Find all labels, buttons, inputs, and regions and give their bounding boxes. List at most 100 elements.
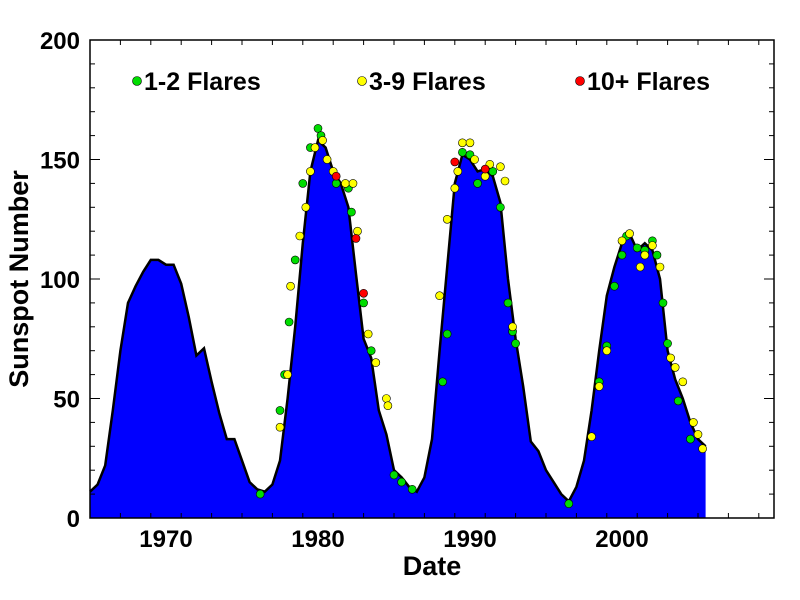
flare-marker-one-two	[397, 477, 406, 487]
flare-marker-ten-plus	[359, 288, 368, 298]
flare-marker-three-nine	[383, 401, 393, 411]
flare-marker-three-nine	[693, 430, 703, 439]
flare-marker-ten-plus	[351, 234, 361, 243]
y-tick-label: 200	[40, 28, 80, 55]
y-tick-label: 0	[67, 506, 80, 533]
flare-marker-three-nine	[295, 231, 305, 241]
flare-marker-one-two	[658, 298, 668, 308]
legend-marker	[132, 76, 142, 86]
flare-marker-three-nine	[602, 346, 612, 356]
flare-marker-one-two	[473, 179, 482, 188]
flare-marker-three-nine	[442, 215, 452, 224]
flare-marker-three-nine	[353, 226, 362, 236]
flare-marker-one-two	[442, 329, 452, 339]
legend-marker	[357, 76, 367, 86]
flare-marker-one-two	[652, 250, 662, 260]
flare-marker-one-two	[275, 406, 285, 415]
flare-marker-three-nine	[587, 432, 596, 442]
flare-marker-three-nine	[648, 241, 657, 250]
flare-marker-three-nine	[301, 203, 311, 212]
x-tick-label: 1980	[291, 526, 344, 553]
flare-marker-one-two	[331, 179, 341, 188]
flare-marker-ten-plus	[480, 164, 490, 174]
y-tick-label: 100	[40, 267, 80, 294]
sunspot-area	[90, 140, 706, 518]
flare-marker-ten-plus	[450, 157, 460, 167]
flare-marker-three-nine	[640, 250, 650, 260]
x-tick-label: 1970	[139, 526, 192, 553]
flare-marker-three-nine	[594, 382, 604, 391]
flare-marker-one-two	[359, 298, 368, 308]
x-tick-label: 1990	[443, 526, 496, 553]
flare-marker-three-nine	[678, 377, 688, 387]
flare-marker-three-nine	[286, 281, 295, 291]
flare-marker-one-two	[284, 317, 294, 327]
flare-marker-one-two	[458, 148, 467, 157]
flare-marker-three-nine	[508, 322, 517, 332]
flare-marker-one-two	[617, 250, 627, 260]
legend: 1-2 Flares 3-9 Flares 10+ Flares	[132, 68, 710, 96]
flare-marker-three-nine	[470, 155, 479, 164]
flare-markers	[255, 124, 707, 509]
flare-marker-three-nine	[371, 358, 381, 367]
legend-marker	[575, 76, 585, 86]
flare-marker-one-two	[298, 179, 308, 188]
flare-marker-three-nine	[465, 138, 475, 148]
flare-marker-three-nine	[341, 179, 350, 188]
x-axis-title: Date	[403, 551, 462, 581]
legend-label: 1-2 Flares	[144, 68, 261, 96]
flare-marker-ten-plus	[331, 171, 341, 181]
flare-marker-three-nine	[275, 422, 285, 432]
flare-marker-one-two	[503, 298, 513, 308]
flare-marker-three-nine	[655, 262, 665, 272]
flare-marker-three-nine	[666, 353, 675, 363]
flare-marker-one-two	[632, 243, 642, 253]
flare-marker-one-two	[290, 255, 300, 265]
flare-marker-three-nine	[435, 291, 444, 301]
tick-labels: 1970 1980 1990 2000 0 50 100 150 200	[40, 28, 649, 553]
flare-marker-one-two	[663, 339, 672, 348]
flare-marker-three-nine	[496, 162, 505, 171]
flare-marker-three-nine	[283, 370, 292, 379]
flare-marker-one-two	[488, 167, 498, 176]
flare-marker-one-two	[673, 396, 683, 406]
flare-marker-one-two	[389, 470, 399, 480]
flare-marker-three-nine	[617, 236, 627, 246]
flare-marker-three-nine	[625, 229, 634, 238]
flare-marker-three-nine	[348, 179, 358, 188]
flare-marker-three-nine	[310, 143, 320, 152]
flare-marker-one-two	[511, 339, 520, 348]
flare-marker-one-two	[407, 484, 417, 494]
flare-marker-three-nine	[318, 136, 327, 145]
legend-label: 10+ Flares	[587, 68, 710, 96]
area-layer	[89, 138, 707, 518]
flare-marker-three-nine	[689, 418, 698, 427]
y-axis-title: Sunspot Number	[4, 170, 34, 388]
x-tick-label: 2000	[595, 526, 648, 553]
axis-ticks	[89, 39, 774, 519]
flare-marker-three-nine	[458, 138, 467, 148]
flare-marker-one-two	[610, 281, 619, 291]
flare-marker-three-nine	[322, 155, 332, 164]
flare-marker-one-two	[438, 377, 447, 387]
flare-marker-three-nine	[453, 167, 463, 176]
flare-marker-one-two	[255, 489, 265, 499]
flare-marker-three-nine	[670, 363, 680, 372]
flare-marker-one-two	[366, 346, 376, 356]
legend-label: 3-9 Flares	[369, 68, 486, 96]
y-tick-label: 50	[53, 387, 80, 414]
flare-marker-one-two	[564, 499, 574, 509]
flare-marker-one-two	[313, 124, 323, 133]
y-tick-label: 150	[40, 148, 80, 175]
flare-marker-three-nine	[382, 394, 391, 403]
flare-marker-three-nine	[698, 444, 707, 454]
flare-marker-one-two	[686, 434, 695, 444]
flare-marker-three-nine	[635, 262, 645, 272]
flare-marker-three-nine	[450, 183, 460, 193]
flare-marker-three-nine	[500, 176, 510, 186]
flare-marker-three-nine	[363, 329, 373, 339]
flare-marker-one-two	[347, 207, 356, 217]
flare-marker-three-nine	[306, 167, 315, 176]
flare-marker-one-two	[496, 203, 505, 212]
